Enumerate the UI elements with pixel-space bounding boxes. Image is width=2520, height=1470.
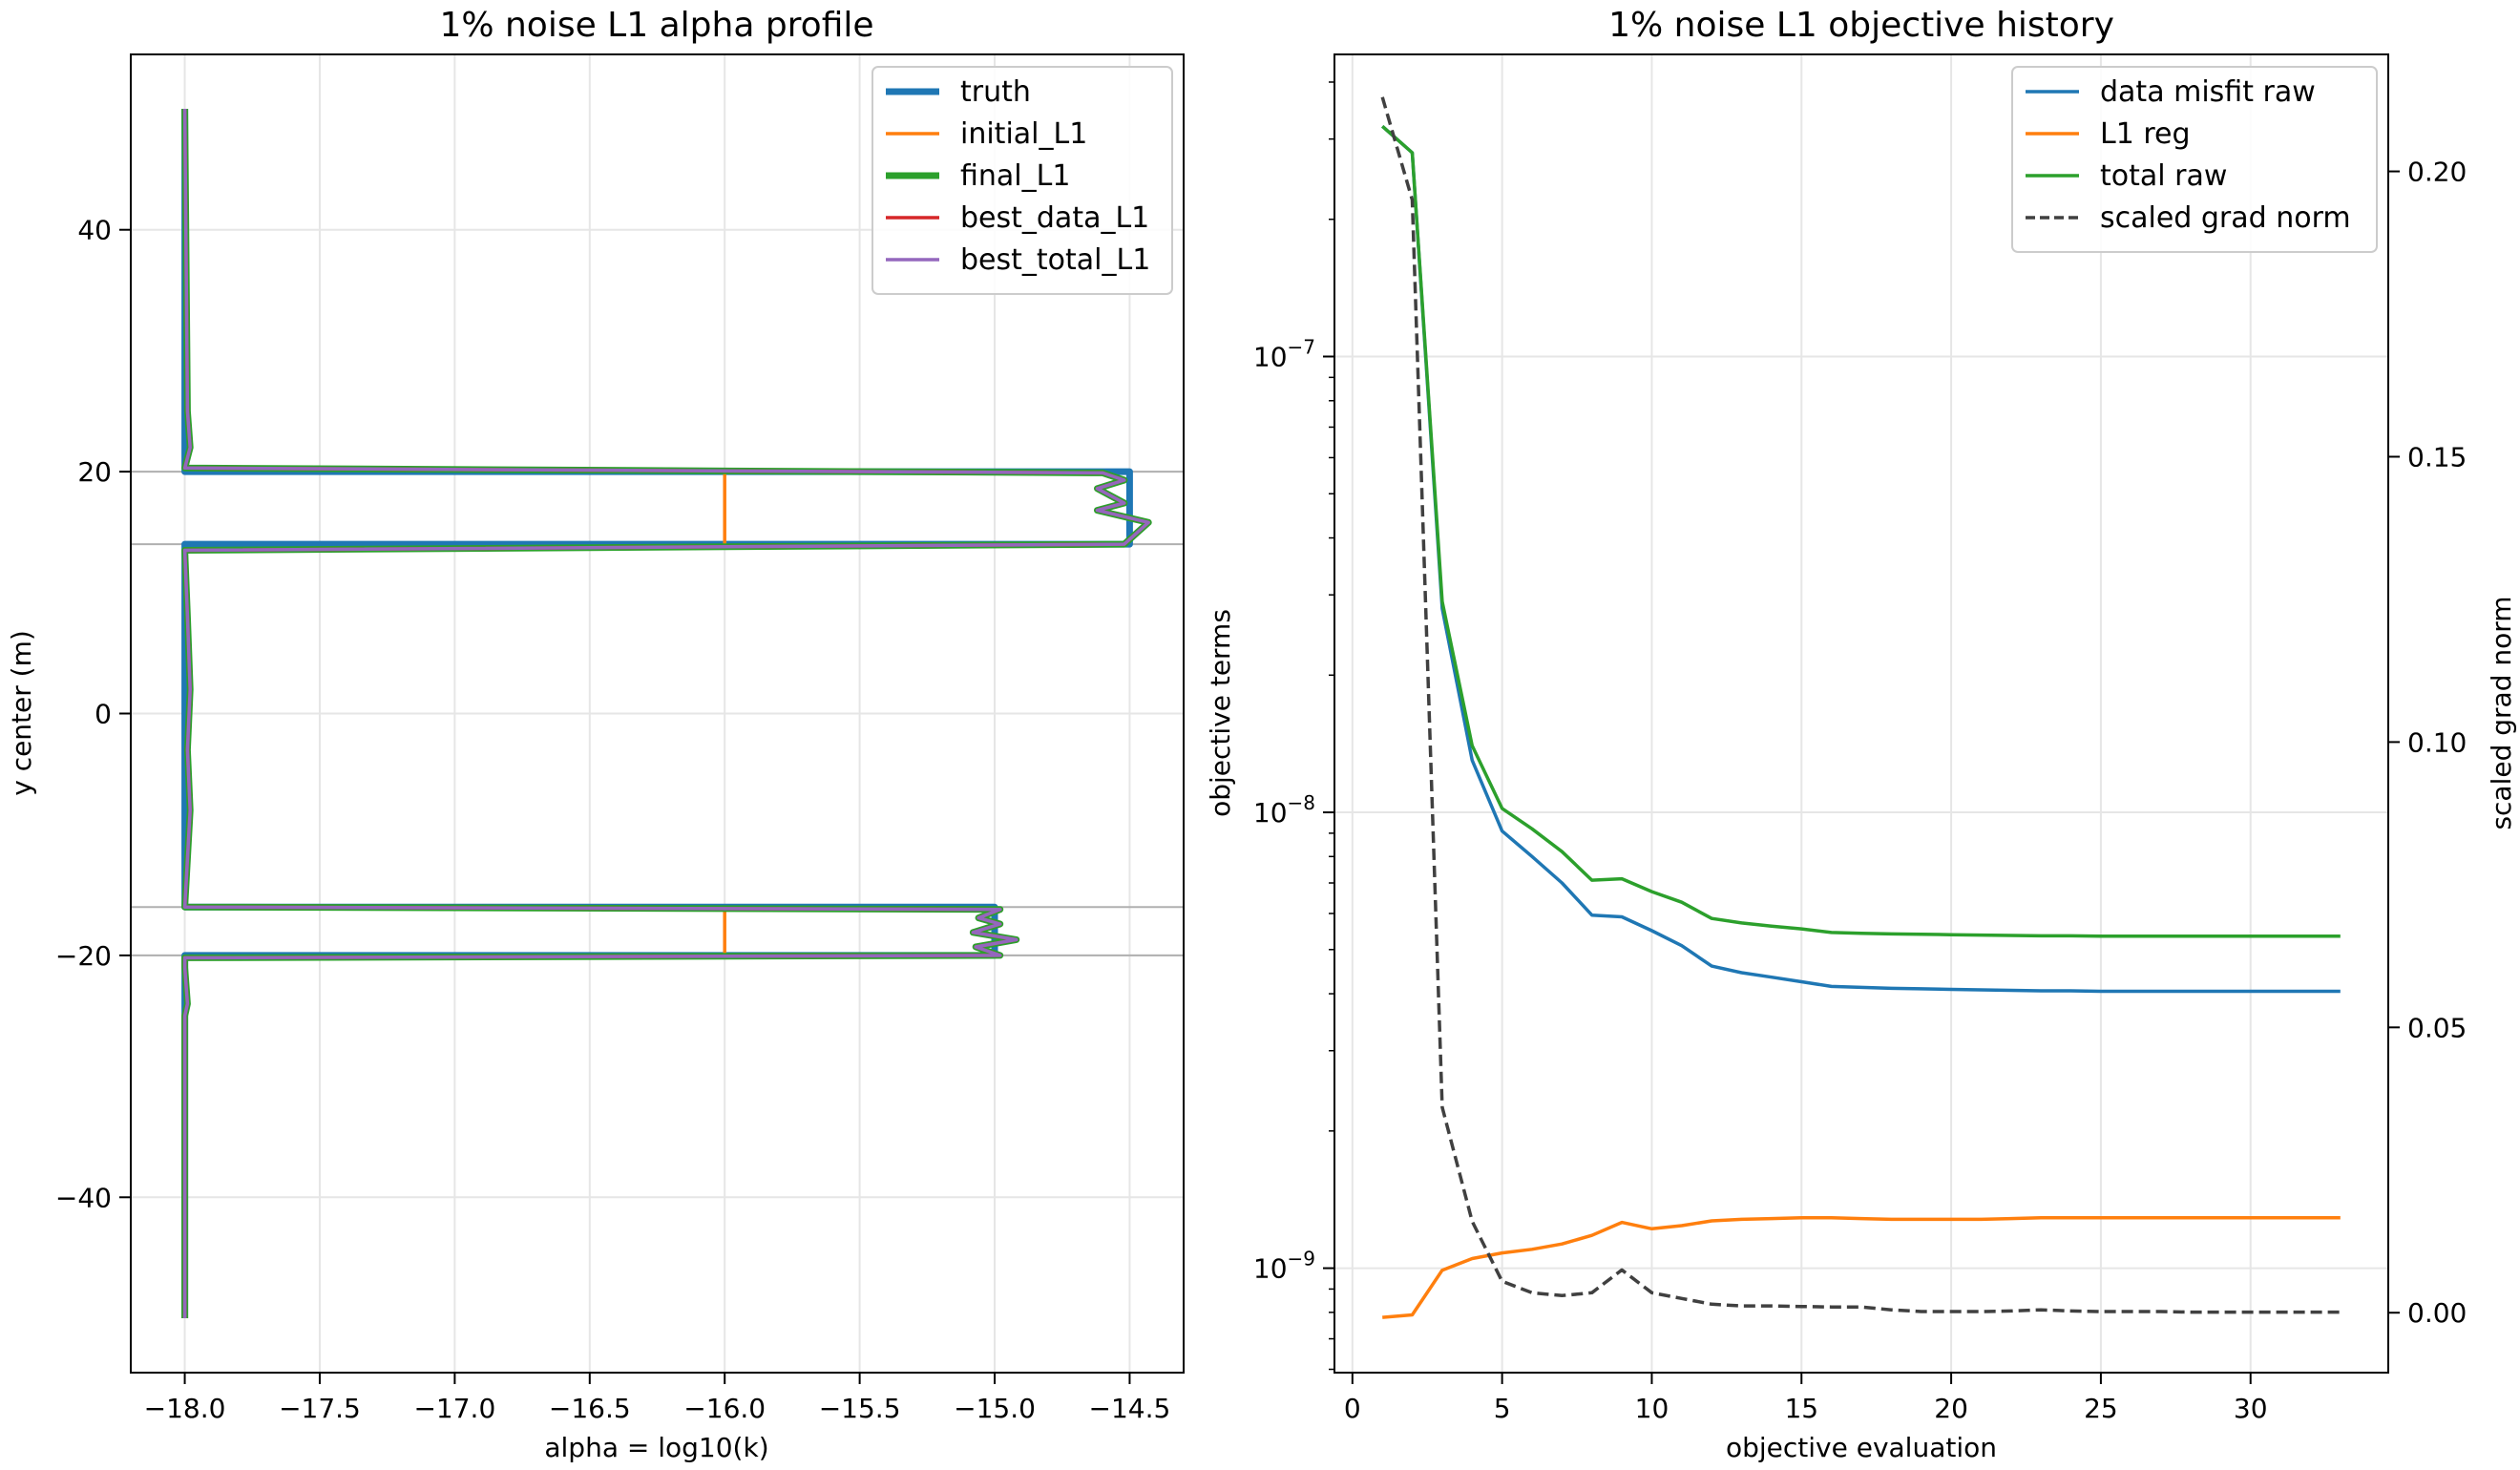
left-x-tick-label: −16.5 [549, 1393, 631, 1424]
right-y-tick-label: 10−8 [1253, 791, 1315, 829]
right-legend-label: total raw [2100, 159, 2227, 193]
right-legend-label: scaled grad norm [2100, 201, 2351, 235]
left-x-tick-label: −18.0 [144, 1393, 226, 1424]
left-chart-title: 1% noise L1 alpha profile [439, 6, 873, 45]
left-x-tick-label: −15.5 [819, 1393, 901, 1424]
data-misfit-raw-line [1381, 124, 2341, 994]
left-x-axis-label: alpha = log10(k) [544, 1432, 768, 1463]
left-y-ticks: −40 −20 0 20 40 [55, 215, 131, 1213]
right-legend-label: L1 reg [2100, 117, 2191, 151]
right-chart-title: 1% noise L1 objective history [1608, 6, 2114, 45]
right-y-tick-label: 10−7 [1253, 335, 1315, 372]
right-y2-tick-label: 0.20 [2407, 157, 2467, 188]
left-x-ticks: −18.0 −17.5 −17.0 −16.5 −16.0 −15.5 −15.0 −14.5 [144, 1373, 1171, 1424]
right-y2-axis-label: scaled grad norm [2486, 596, 2517, 830]
right-x-ticks: 0 5 10 15 20 25 30 [1344, 1373, 2268, 1424]
left-x-tick-label: −17.0 [413, 1393, 495, 1424]
right-axes-frame [1334, 53, 2389, 1374]
right-legend: data misfit raw L1 reg total raw scaled gra… [2011, 66, 2378, 253]
left-y-tick-label: −40 [55, 1182, 112, 1213]
best-total-l1-line [182, 108, 1150, 1318]
total-raw-line [1381, 124, 2341, 938]
left-legend-box [872, 66, 1173, 295]
right-series [1380, 96, 2341, 1319]
left-legend-label: final_L1 [960, 159, 1070, 193]
right-x-tick-label: 0 [1344, 1393, 1361, 1424]
left-y-tick-label: 20 [77, 456, 112, 488]
left-series [181, 108, 1152, 1318]
left-y-tick-label: 40 [77, 215, 112, 246]
right-legend-box [2011, 66, 2378, 253]
right-y2-tick-label: 0.05 [2407, 1012, 2467, 1043]
right-panel: 0 5 10 15 20 25 30 10−910−810−7 0.000.050.100.… [1205, 6, 2517, 1463]
left-y-tick-label: −20 [55, 940, 112, 972]
left-y-tick-label: 0 [94, 699, 112, 730]
left-legend-label: best_total_L1 [960, 243, 1150, 277]
left-legend-label: best_data_L1 [960, 201, 1149, 235]
left-x-tick-label: −14.5 [1089, 1393, 1171, 1424]
right-y-tick-label: 10−9 [1253, 1248, 1315, 1285]
right-y2-tick-label: 0.15 [2407, 441, 2467, 472]
right-x-tick-label: 5 [1494, 1393, 1511, 1424]
right-y2-tick-label: 0.00 [2407, 1297, 2467, 1329]
L1-reg-line [1382, 1216, 2341, 1319]
right-x-tick-label: 30 [2234, 1393, 2268, 1424]
right-y-ticks: 10−9 10−8 10−7 [1253, 81, 1334, 1371]
left-x-tick-label: −17.5 [279, 1393, 361, 1424]
right-x-tick-label: 25 [2084, 1393, 2118, 1424]
right-x-tick-label: 20 [1934, 1393, 1968, 1424]
left-panel: −18.0 −17.5 −17.0 −16.5 −16.0 −15.5 −15.0 −14.5… [6, 6, 1185, 1463]
left-legend-label: truth [960, 75, 1031, 109]
left-legend-label: initial_L1 [960, 117, 1087, 151]
right-x-axis-label: objective evaluation [1726, 1432, 1997, 1463]
right-y2-ticks: 0.00 0.05 0.10 0.15 0.20 [2388, 157, 2467, 1329]
left-legend: truth initial_L1 final_L1 best_data_L1 best_… [872, 66, 1173, 295]
right-y2-tick-label: 0.10 [2407, 726, 2467, 758]
right-y-axis-label: objective terms [1205, 609, 1236, 817]
right-legend-label: data misfit raw [2100, 75, 2316, 109]
left-x-tick-label: −15.0 [954, 1393, 1036, 1424]
left-y-axis-label: y center (m) [6, 630, 37, 796]
right-x-tick-label: 15 [1784, 1393, 1818, 1424]
scaled-grad-norm-line [1380, 96, 2341, 1314]
right-x-tick-label: 10 [1635, 1393, 1670, 1424]
left-x-tick-label: −16.0 [683, 1393, 766, 1424]
